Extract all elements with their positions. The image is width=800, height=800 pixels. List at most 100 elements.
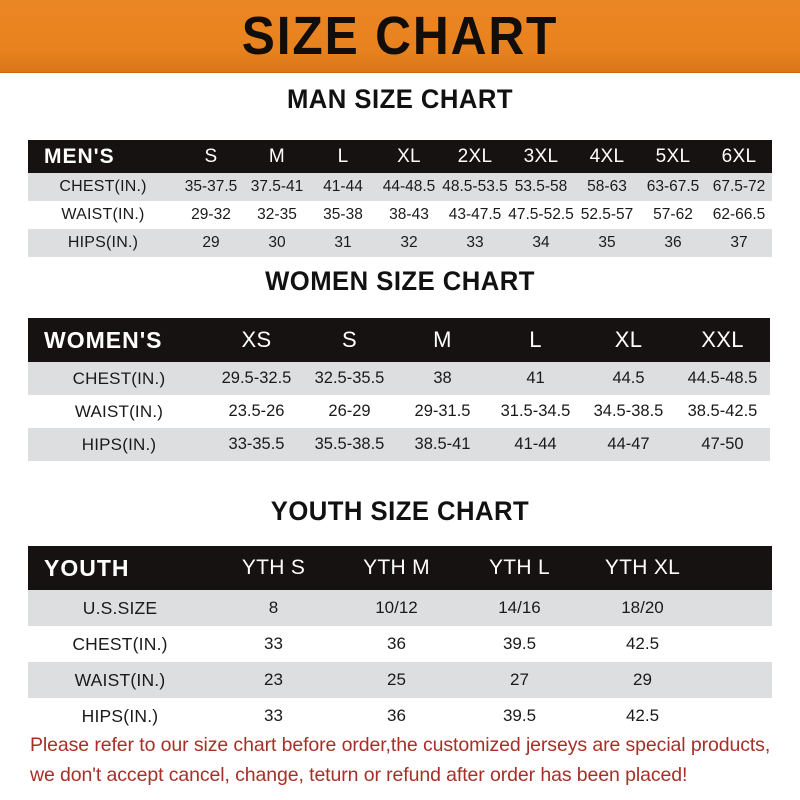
cell: 30 [244, 229, 310, 257]
cell: 41 [489, 362, 582, 395]
cell: 39.5 [458, 698, 581, 734]
cell: 23.5-26 [210, 395, 303, 428]
table-row: CHEST(IN.) 35-37.5 37.5-41 41-44 44-48.5… [28, 173, 772, 201]
cell: 42.5 [581, 626, 704, 662]
cell: 39.5 [458, 626, 581, 662]
youth-size-table: YOUTH YTH S YTH M YTH L YTH XL U.S.SIZE … [28, 546, 772, 734]
table-row: WAIST(IN.) 23 25 27 29 [28, 662, 772, 698]
column-header-6xl: 6XL [706, 140, 772, 173]
youth-section-title: YOUTH SIZE CHART [270, 496, 530, 526]
column-header-rowlabel: MEN'S [28, 140, 178, 173]
row-label-waist: WAIST(IN.) [28, 662, 212, 698]
column-header-s: S [303, 318, 396, 362]
cell: 14/16 [458, 590, 581, 626]
cell: 58-63 [574, 173, 640, 201]
cell: 31.5-34.5 [489, 395, 582, 428]
column-header-xs: XS [210, 318, 303, 362]
cell: 32.5-35.5 [303, 362, 396, 395]
table-row: HIPS(IN.) 33-35.5 35.5-38.5 38.5-41 41-4… [28, 428, 770, 461]
cell: 32 [376, 229, 442, 257]
column-header-l: L [310, 140, 376, 173]
cell: 10/12 [335, 590, 458, 626]
cell: 52.5-57 [574, 201, 640, 229]
cell: 42.5 [581, 698, 704, 734]
cell: 29-32 [178, 201, 244, 229]
column-header-yth-m: YTH M [335, 546, 458, 590]
footer-note-line-2: we don't accept cancel, change, teturn o… [30, 764, 688, 786]
table-header-row: WOMEN'S XS S M L XL XXL [28, 318, 770, 362]
row-label-chest: CHEST(IN.) [28, 173, 178, 201]
footer-note: Please refer to our size chart before or… [30, 730, 775, 790]
table-row: CHEST(IN.) 33 36 39.5 42.5 [28, 626, 772, 662]
column-header-4xl: 4XL [574, 140, 640, 173]
cell: 47-50 [675, 428, 770, 461]
cell-spacer [704, 662, 772, 698]
table-header-row: YOUTH YTH S YTH M YTH L YTH XL [28, 546, 772, 590]
cell: 34 [508, 229, 574, 257]
table-header-row: MEN'S S M L XL 2XL 3XL 4XL 5XL 6XL [28, 140, 772, 173]
footer-note-line-1: Please refer to our size chart before or… [30, 734, 771, 756]
cell: 44.5-48.5 [675, 362, 770, 395]
cell: 62-66.5 [706, 201, 772, 229]
column-header-rowlabel: WOMEN'S [28, 318, 210, 362]
women-size-table: WOMEN'S XS S M L XL XXL CHEST(IN.) 29.5-… [28, 318, 770, 461]
cell: 32-35 [244, 201, 310, 229]
man-section-title: MAN SIZE CHART [286, 84, 514, 114]
column-header-xxl: XXL [675, 318, 770, 362]
table-row: CHEST(IN.) 29.5-32.5 32.5-35.5 38 41 44.… [28, 362, 770, 395]
cell: 29 [178, 229, 244, 257]
cell: 43-47.5 [442, 201, 508, 229]
column-header-xl: XL [582, 318, 675, 362]
cell: 38-43 [376, 201, 442, 229]
row-label-waist: WAIST(IN.) [28, 395, 210, 428]
cell: 41-44 [310, 173, 376, 201]
column-header-l: L [489, 318, 582, 362]
cell: 33-35.5 [210, 428, 303, 461]
cell: 67.5-72 [706, 173, 772, 201]
column-header-rowlabel: YOUTH [28, 546, 212, 590]
cell: 31 [310, 229, 376, 257]
cell: 35-38 [310, 201, 376, 229]
cell: 35.5-38.5 [303, 428, 396, 461]
cell: 63-67.5 [640, 173, 706, 201]
row-label-chest: CHEST(IN.) [28, 362, 210, 395]
cell-spacer [704, 626, 772, 662]
cell: 33 [212, 626, 335, 662]
cell: 26-29 [303, 395, 396, 428]
cell: 44-48.5 [376, 173, 442, 201]
cell: 53.5-58 [508, 173, 574, 201]
cell: 37 [706, 229, 772, 257]
cell: 36 [335, 698, 458, 734]
man-size-table: MEN'S S M L XL 2XL 3XL 4XL 5XL 6XL CHEST… [28, 140, 772, 257]
row-label-chest: CHEST(IN.) [28, 626, 212, 662]
cell: 25 [335, 662, 458, 698]
cell: 44.5 [582, 362, 675, 395]
cell: 35-37.5 [178, 173, 244, 201]
cell: 8 [212, 590, 335, 626]
column-header-5xl: 5XL [640, 140, 706, 173]
cell: 27 [458, 662, 581, 698]
cell: 41-44 [489, 428, 582, 461]
column-header-2xl: 2XL [442, 140, 508, 173]
column-header-m: M [244, 140, 310, 173]
table-row: HIPS(IN.) 29 30 31 32 33 34 35 36 37 [28, 229, 772, 257]
cell: 18/20 [581, 590, 704, 626]
page-banner: SIZE CHART [0, 0, 800, 73]
row-label-hips: HIPS(IN.) [28, 428, 210, 461]
table-row: WAIST(IN.) 23.5-26 26-29 29-31.5 31.5-34… [28, 395, 770, 428]
cell: 47.5-52.5 [508, 201, 574, 229]
cell: 37.5-41 [244, 173, 310, 201]
cell: 33 [442, 229, 508, 257]
table-row: U.S.SIZE 8 10/12 14/16 18/20 [28, 590, 772, 626]
column-header-s: S [178, 140, 244, 173]
row-label-us-size: U.S.SIZE [28, 590, 212, 626]
cell: 38.5-42.5 [675, 395, 770, 428]
cell: 33 [212, 698, 335, 734]
cell-spacer [704, 590, 772, 626]
cell: 34.5-38.5 [582, 395, 675, 428]
column-header-3xl: 3XL [508, 140, 574, 173]
cell: 29 [581, 662, 704, 698]
page-title: SIZE CHART [241, 6, 559, 66]
row-label-hips: HIPS(IN.) [28, 229, 178, 257]
